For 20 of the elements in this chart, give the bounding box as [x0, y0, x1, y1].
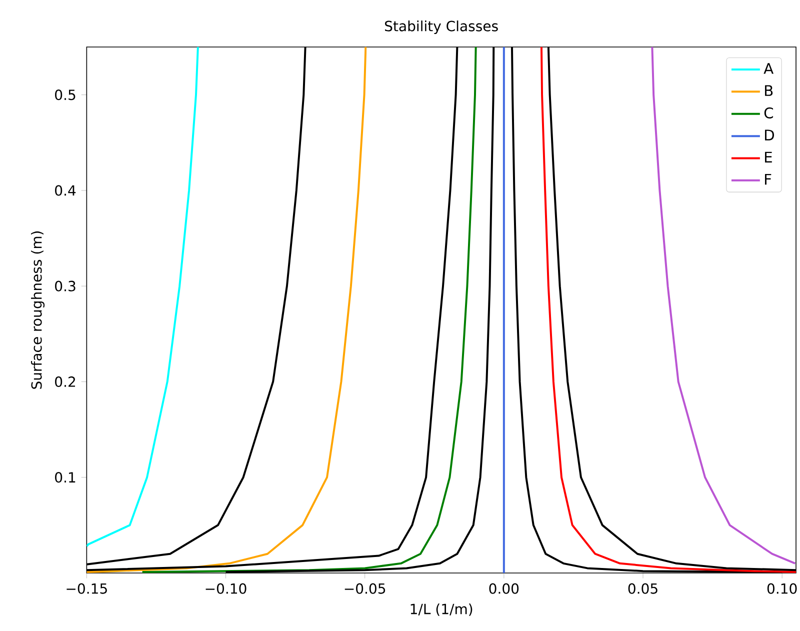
x-tick-label: −0.05 — [344, 583, 386, 594]
legend-label: E — [765, 152, 772, 162]
y-tick-label: 0.2 — [55, 376, 76, 387]
legend-label: D — [765, 130, 774, 140]
y-tick-label: 0.4 — [55, 185, 76, 196]
y-tick-label: 0.5 — [55, 90, 76, 100]
x-tick-label: 0.00 — [489, 583, 519, 594]
x-axis-title: 1/L (1/m) — [410, 603, 472, 616]
y-axis-title: Surface roughness (m) — [31, 231, 45, 389]
x-tick-label: −0.15 — [66, 583, 107, 594]
legend-label: F — [765, 174, 772, 185]
x-tick-label: 0.10 — [767, 583, 797, 594]
chart-title: Stability Classes — [385, 20, 498, 34]
x-tick-label: 0.05 — [628, 583, 658, 594]
y-tick-label: 0.1 — [55, 472, 76, 483]
legend-label: C — [764, 107, 774, 118]
legend-label: B — [765, 85, 773, 96]
x-tick-label: −0.10 — [206, 583, 246, 594]
y-tick-label: 0.3 — [55, 280, 76, 292]
legend-label: A — [764, 63, 774, 74]
